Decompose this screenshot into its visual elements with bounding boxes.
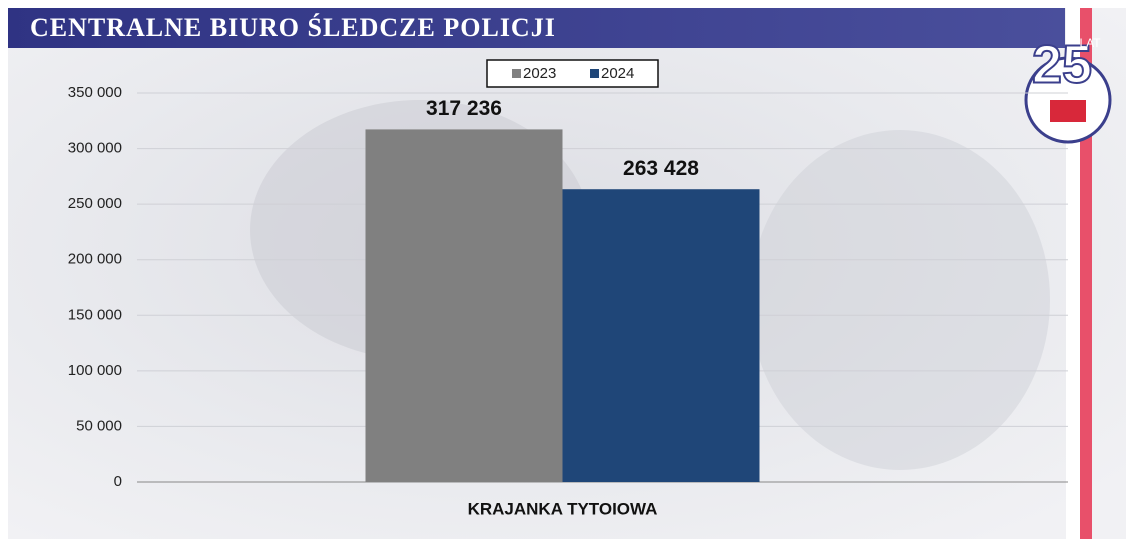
legend-swatch bbox=[512, 69, 521, 78]
plot: 0 50 000 100 000 150 000 200 000 250 000 300 0… bbox=[68, 59, 1068, 518]
bar bbox=[562, 189, 760, 482]
y-tick-label: 250 000 bbox=[68, 195, 122, 212]
legend-box bbox=[486, 59, 659, 88]
legend-label: 2024 bbox=[601, 65, 634, 82]
header-title: CENTRALNE BIURO ŚLEDCZE POLICJI bbox=[30, 13, 556, 42]
bar bbox=[365, 129, 563, 482]
legend-label: 2023 bbox=[523, 65, 556, 82]
logo-number: 25 bbox=[1032, 34, 1092, 94]
y-tick-label: 150 000 bbox=[68, 306, 122, 323]
y-tick-label: 50 000 bbox=[76, 417, 122, 434]
logo-text: LAT bbox=[1079, 36, 1101, 50]
x-tick-label: KRAJANKA TYTOIOWA bbox=[468, 499, 658, 518]
y-tick-label: 300 000 bbox=[68, 140, 122, 157]
logo: 25 LAT bbox=[1024, 33, 1112, 144]
y-tick-label: 200 000 bbox=[68, 251, 122, 268]
y-tick-label: 350 000 bbox=[68, 84, 122, 101]
header-bar bbox=[8, 8, 1065, 48]
data-label: 263 428 bbox=[623, 157, 699, 180]
logo-emblem bbox=[1050, 100, 1086, 122]
background-photo bbox=[750, 130, 1050, 470]
y-tick-label: 0 bbox=[114, 473, 122, 490]
legend-swatch bbox=[590, 69, 599, 78]
y-tick-label: 100 000 bbox=[68, 362, 122, 379]
data-label: 317 236 bbox=[426, 97, 502, 120]
